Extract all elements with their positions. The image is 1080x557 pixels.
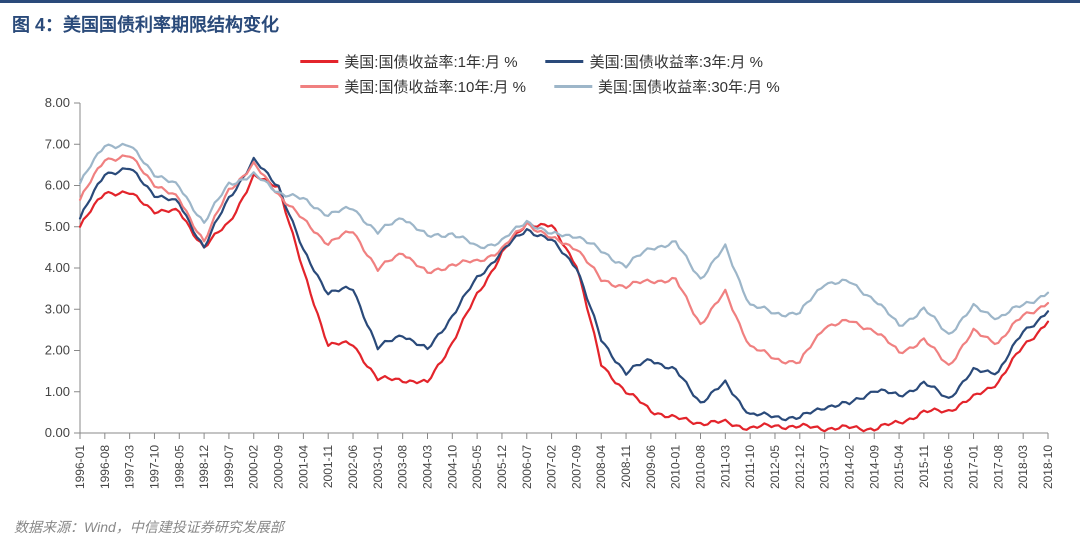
svg-text:2010-01: 2010-01 [669, 445, 683, 489]
svg-text:2004-03: 2004-03 [420, 445, 434, 489]
svg-text:3.00: 3.00 [45, 301, 70, 316]
chart-title: 图 4：美国国债利率期限结构变化 [12, 11, 1068, 37]
legend-swatch [554, 85, 592, 88]
svg-text:4.00: 4.00 [45, 260, 70, 275]
svg-text:2012-12: 2012-12 [793, 445, 807, 489]
chart-area: 美国:国债收益率:1年:月 % 美国:国债收益率:3年:月 % 美国:国债收益率… [18, 43, 1062, 511]
svg-text:2010-08: 2010-08 [694, 445, 708, 489]
svg-text:2004-10: 2004-10 [445, 445, 459, 489]
svg-text:1.00: 1.00 [45, 384, 70, 399]
svg-text:6.00: 6.00 [45, 178, 70, 193]
svg-text:2012-05: 2012-05 [768, 445, 782, 489]
svg-text:2016-06: 2016-06 [942, 445, 956, 489]
svg-text:2000-09: 2000-09 [272, 445, 286, 489]
legend-item-1: 美国:国债收益率:3年:月 % [546, 51, 763, 72]
svg-text:1997-10: 1997-10 [147, 445, 161, 489]
svg-text:2017-08: 2017-08 [991, 445, 1005, 489]
svg-text:1999-07: 1999-07 [222, 445, 236, 489]
svg-text:2013-07: 2013-07 [818, 445, 832, 489]
svg-text:2015-04: 2015-04 [892, 445, 906, 489]
svg-text:2000-02: 2000-02 [247, 445, 261, 489]
svg-text:2014-02: 2014-02 [842, 445, 856, 489]
svg-text:2008-11: 2008-11 [619, 445, 633, 488]
svg-text:1997-03: 1997-03 [123, 445, 137, 489]
svg-text:1996-08: 1996-08 [98, 445, 112, 489]
svg-text:7.00: 7.00 [45, 136, 70, 151]
legend: 美国:国债收益率:1年:月 % 美国:国债收益率:3年:月 % 美国:国债收益率… [300, 51, 779, 97]
figure-container: 图 4：美国国债利率期限结构变化 美国:国债收益率:1年:月 % 美国:国债收益… [0, 0, 1080, 557]
svg-text:2005-12: 2005-12 [495, 445, 509, 489]
svg-text:2003-01: 2003-01 [371, 445, 385, 489]
legend-swatch [300, 85, 338, 88]
legend-item-2: 美国:国债收益率:10年:月 % [300, 76, 526, 97]
legend-item-0: 美国:国债收益率:1年:月 % [300, 51, 517, 72]
svg-text:0.00: 0.00 [45, 425, 70, 440]
svg-text:5.00: 5.00 [45, 219, 70, 234]
legend-label: 美国:国债收益率:30年:月 % [598, 76, 780, 97]
svg-text:2009-06: 2009-06 [644, 445, 658, 489]
svg-text:2017-01: 2017-01 [967, 445, 981, 489]
svg-text:1998-12: 1998-12 [197, 445, 211, 489]
legend-label: 美国:国债收益率:3年:月 % [590, 51, 763, 72]
svg-text:2001-04: 2001-04 [296, 445, 310, 489]
svg-text:2006-07: 2006-07 [520, 445, 534, 489]
svg-text:2018-03: 2018-03 [1016, 445, 1030, 489]
data-source: 数据来源：Wind，中信建投证券研究发展部 [0, 511, 1080, 537]
title-bar: 图 4：美国国债利率期限结构变化 [0, 0, 1080, 43]
svg-text:8.00: 8.00 [45, 95, 70, 110]
svg-text:2015-11: 2015-11 [917, 445, 931, 488]
svg-text:2005-05: 2005-05 [470, 445, 484, 489]
svg-text:2002-06: 2002-06 [346, 445, 360, 489]
svg-text:2003-08: 2003-08 [396, 445, 410, 489]
svg-text:2011-03: 2011-03 [718, 445, 732, 488]
svg-text:2018-10: 2018-10 [1041, 445, 1055, 489]
legend-swatch [300, 60, 338, 63]
svg-text:2007-09: 2007-09 [569, 445, 583, 489]
legend-row-1: 美国:国债收益率:1年:月 % 美国:国债收益率:3年:月 % [300, 51, 779, 72]
svg-text:2007-02: 2007-02 [545, 445, 559, 489]
legend-item-3: 美国:国债收益率:30年:月 % [554, 76, 780, 97]
line-chart-svg: 0.00 1.00 2.00 3.00 4.00 5.00 6.00 7.00 8.00 1996… [18, 43, 1062, 511]
svg-text:2011-10: 2011-10 [743, 445, 757, 488]
svg-text:1998-05: 1998-05 [172, 445, 186, 489]
svg-text:2008-04: 2008-04 [594, 445, 608, 489]
svg-text:2001-11: 2001-11 [321, 445, 335, 488]
legend-label: 美国:国债收益率:1年:月 % [344, 51, 517, 72]
legend-label: 美国:国债收益率:10年:月 % [344, 76, 526, 97]
svg-text:2014-09: 2014-09 [867, 445, 881, 489]
svg-text:2.00: 2.00 [45, 343, 70, 358]
svg-text:1996-01: 1996-01 [73, 445, 87, 489]
legend-row-2: 美国:国债收益率:10年:月 % 美国:国债收益率:30年:月 % [300, 76, 779, 97]
legend-swatch [546, 60, 584, 63]
